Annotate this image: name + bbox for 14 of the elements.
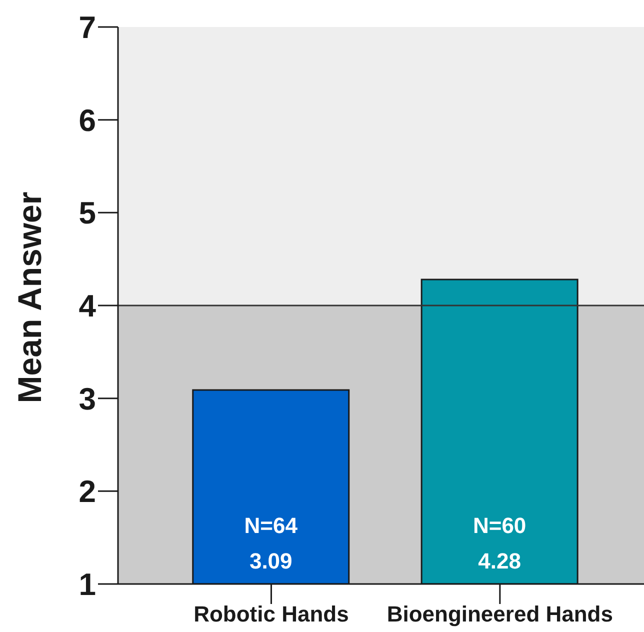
y-tick-label: 5 — [78, 196, 96, 231]
annotation: N=60 — [472, 512, 526, 538]
annotation: N=64 — [244, 512, 298, 538]
y-tick-label: 1 — [78, 567, 96, 602]
y-tick-label: 6 — [78, 102, 96, 138]
data-label: 4.28 — [478, 548, 521, 574]
y-tick-label: 4 — [78, 288, 97, 324]
x-tick-label: Robotic Hands — [194, 602, 349, 627]
x-tick-label: Bioengineered Hands — [386, 602, 613, 627]
y-tick-label: 7 — [78, 10, 96, 46]
data-label: 3.09 — [249, 548, 292, 574]
y-axis-title: Mean Answer — [10, 192, 48, 404]
y-tick-label: 3 — [78, 381, 96, 416]
y-tick-label: 2 — [78, 474, 96, 510]
